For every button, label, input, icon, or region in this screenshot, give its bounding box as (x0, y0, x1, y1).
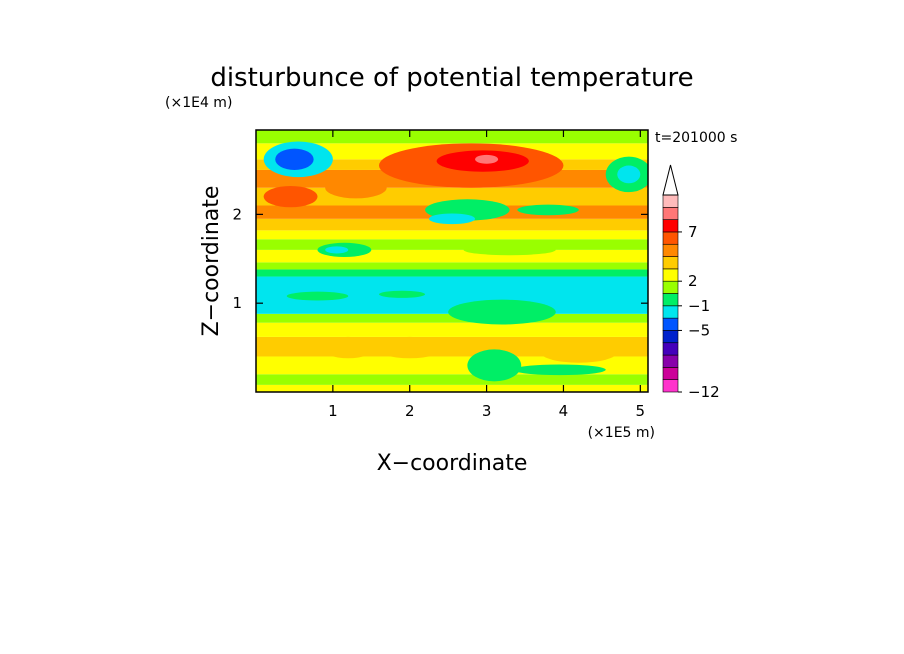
field-blob (325, 177, 387, 199)
plot-frame (255, 129, 649, 393)
colorbar-swatch (662, 219, 679, 233)
colorbar-swatch (662, 280, 679, 294)
colorbar-swatch (662, 317, 679, 331)
field-blob (448, 299, 556, 325)
field-band (256, 239, 648, 250)
colorbar-swatch (662, 243, 679, 257)
field-blob (540, 341, 618, 363)
field-blob (467, 349, 522, 382)
field-blob (428, 213, 476, 225)
colorbar-swatch (662, 330, 679, 344)
y-tick-label: 1 (232, 294, 242, 312)
colorbar-tick-label: 2 (688, 272, 698, 290)
colorbar-tick-label: −12 (688, 383, 720, 401)
colorbar-swatch (662, 207, 679, 220)
colorbar-swatch (662, 354, 679, 368)
x-axis: 1 2 3 4 5 (328, 130, 645, 420)
field-band (256, 262, 648, 270)
colorbar-extend-arrow (662, 164, 679, 196)
x-tick-label: 4 (559, 402, 569, 420)
y-scale-label: (×1E4 m) (165, 95, 232, 111)
field-band (256, 322, 648, 337)
colorbar-swatch (662, 256, 679, 270)
field-blob (463, 244, 556, 256)
x-axis-label: X−coordinate (377, 451, 528, 476)
field-band (256, 249, 648, 263)
y-axis-label: Z−coordinate (199, 186, 224, 337)
x-scale-label: (×1E5 m) (588, 425, 655, 441)
x-tick-label: 5 (636, 402, 646, 420)
colorbar-swatch (662, 342, 679, 356)
field-band (256, 130, 648, 144)
colorbar-swatch (662, 194, 679, 208)
colorbar: −12−5−127 (662, 164, 720, 401)
field-blob (513, 364, 606, 376)
colorbar-swatch (662, 293, 679, 307)
colorbar-tick-label: −5 (688, 321, 710, 339)
field-blob (325, 246, 349, 254)
colorbar-swatch (662, 231, 679, 245)
x-tick-label: 2 (405, 402, 415, 420)
field-band (256, 374, 648, 385)
chart-title: disturbunce of potential temperature (210, 63, 693, 93)
temperature-field (256, 130, 648, 392)
field-band (256, 218, 648, 231)
field-band (256, 230, 648, 240)
field-blob (475, 154, 499, 164)
x-tick-label: 1 (328, 402, 338, 420)
field-band (256, 269, 648, 277)
field-band (256, 313, 648, 323)
field-blob (517, 204, 579, 216)
field-blob (263, 185, 318, 208)
y-tick-label: 2 (232, 205, 242, 223)
time-label: t=201000 s (655, 130, 737, 146)
field-blob (275, 148, 314, 170)
y-axis: 12 (232, 205, 648, 312)
colorbar-swatch (662, 305, 679, 319)
field-blob (286, 291, 349, 301)
colorbar-swatch (662, 367, 679, 380)
field-blob (375, 336, 445, 359)
colorbar-tick-label: −1 (688, 297, 710, 315)
colorbar-swatch (662, 268, 679, 282)
field-blob (321, 336, 376, 359)
field-band (256, 384, 648, 392)
field-blob (617, 165, 641, 184)
colorbar-tick-label: 7 (688, 223, 698, 241)
field-blob (378, 290, 426, 298)
colorbar-swatch (662, 379, 679, 393)
x-tick-label: 3 (482, 402, 492, 420)
